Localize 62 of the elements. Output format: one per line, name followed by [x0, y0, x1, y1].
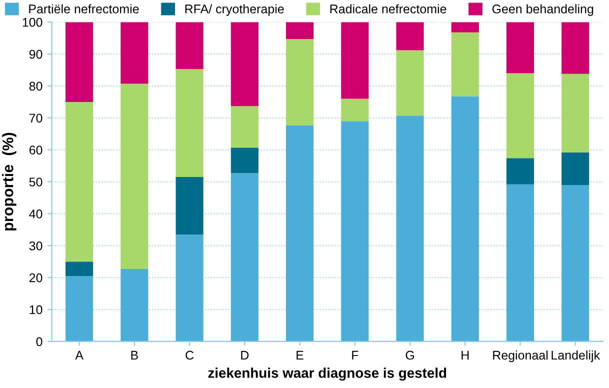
x-tick-label: G	[406, 350, 414, 360]
bar	[176, 234, 204, 342]
bar	[286, 22, 314, 40]
legend-label: Radicale nefrectomie	[330, 4, 446, 14]
legend-label: Geen behandeling	[492, 4, 594, 16]
x-tick-label: F	[352, 350, 358, 360]
bar	[341, 22, 369, 99]
legend-label: Partiële nefrectomie	[29, 4, 139, 14]
bar	[562, 152, 590, 185]
bar	[562, 184, 590, 342]
bar	[451, 96, 479, 342]
bar	[286, 125, 314, 342]
y-tick-label: 10	[30, 305, 42, 314]
bar	[562, 22, 590, 74]
y-tick-label: 0	[36, 337, 42, 346]
bar	[120, 84, 148, 269]
y-tick-label: 80	[29, 82, 42, 91]
bar	[230, 106, 258, 148]
x-tick-label: A	[75, 350, 84, 360]
x-tick-label: Regionaal	[493, 350, 548, 362]
x-tick-label: B	[131, 350, 138, 360]
bar	[230, 22, 258, 106]
bar	[451, 32, 479, 96]
x-tick-label: E	[296, 350, 304, 360]
y-tick-label: 20	[29, 273, 42, 282]
bar	[66, 22, 94, 102]
bar	[562, 74, 590, 152]
x-axis-title: ziekenhuis waar diagnose is gesteld	[208, 368, 446, 381]
bar	[176, 69, 204, 177]
bar	[506, 184, 534, 342]
bar	[120, 268, 148, 342]
bar	[230, 173, 258, 342]
bar	[396, 50, 424, 116]
bar	[66, 102, 94, 262]
bar	[396, 116, 424, 342]
y-tick-label: 40	[29, 210, 42, 218]
y-tick-label: 100	[22, 18, 42, 27]
bar	[451, 22, 479, 32]
bar	[341, 121, 369, 342]
bar	[506, 158, 534, 184]
bar	[396, 22, 424, 50]
legend-label: RFA/ cryotherapie	[185, 4, 284, 16]
y-tick-label: 70	[29, 114, 42, 123]
y-tick-label: 90	[29, 50, 42, 59]
x-tick-label: D	[241, 350, 249, 360]
bar	[176, 22, 204, 70]
bar	[66, 276, 94, 342]
bar	[120, 22, 148, 84]
bar	[286, 39, 314, 126]
y-tick-label: 50	[29, 178, 42, 186]
bar	[176, 176, 204, 234]
bar	[506, 73, 534, 158]
bar	[341, 98, 369, 122]
bar	[230, 148, 258, 174]
x-tick-label: Landelijk	[552, 350, 600, 362]
y-tick-label: 60	[29, 146, 42, 154]
bar	[66, 262, 94, 276]
x-tick-label: C	[186, 350, 194, 360]
bar	[506, 22, 534, 74]
y-tick-label: 30	[29, 241, 42, 250]
y-axis-title: proportie (%)	[2, 132, 16, 230]
x-tick-label: H	[462, 350, 469, 360]
